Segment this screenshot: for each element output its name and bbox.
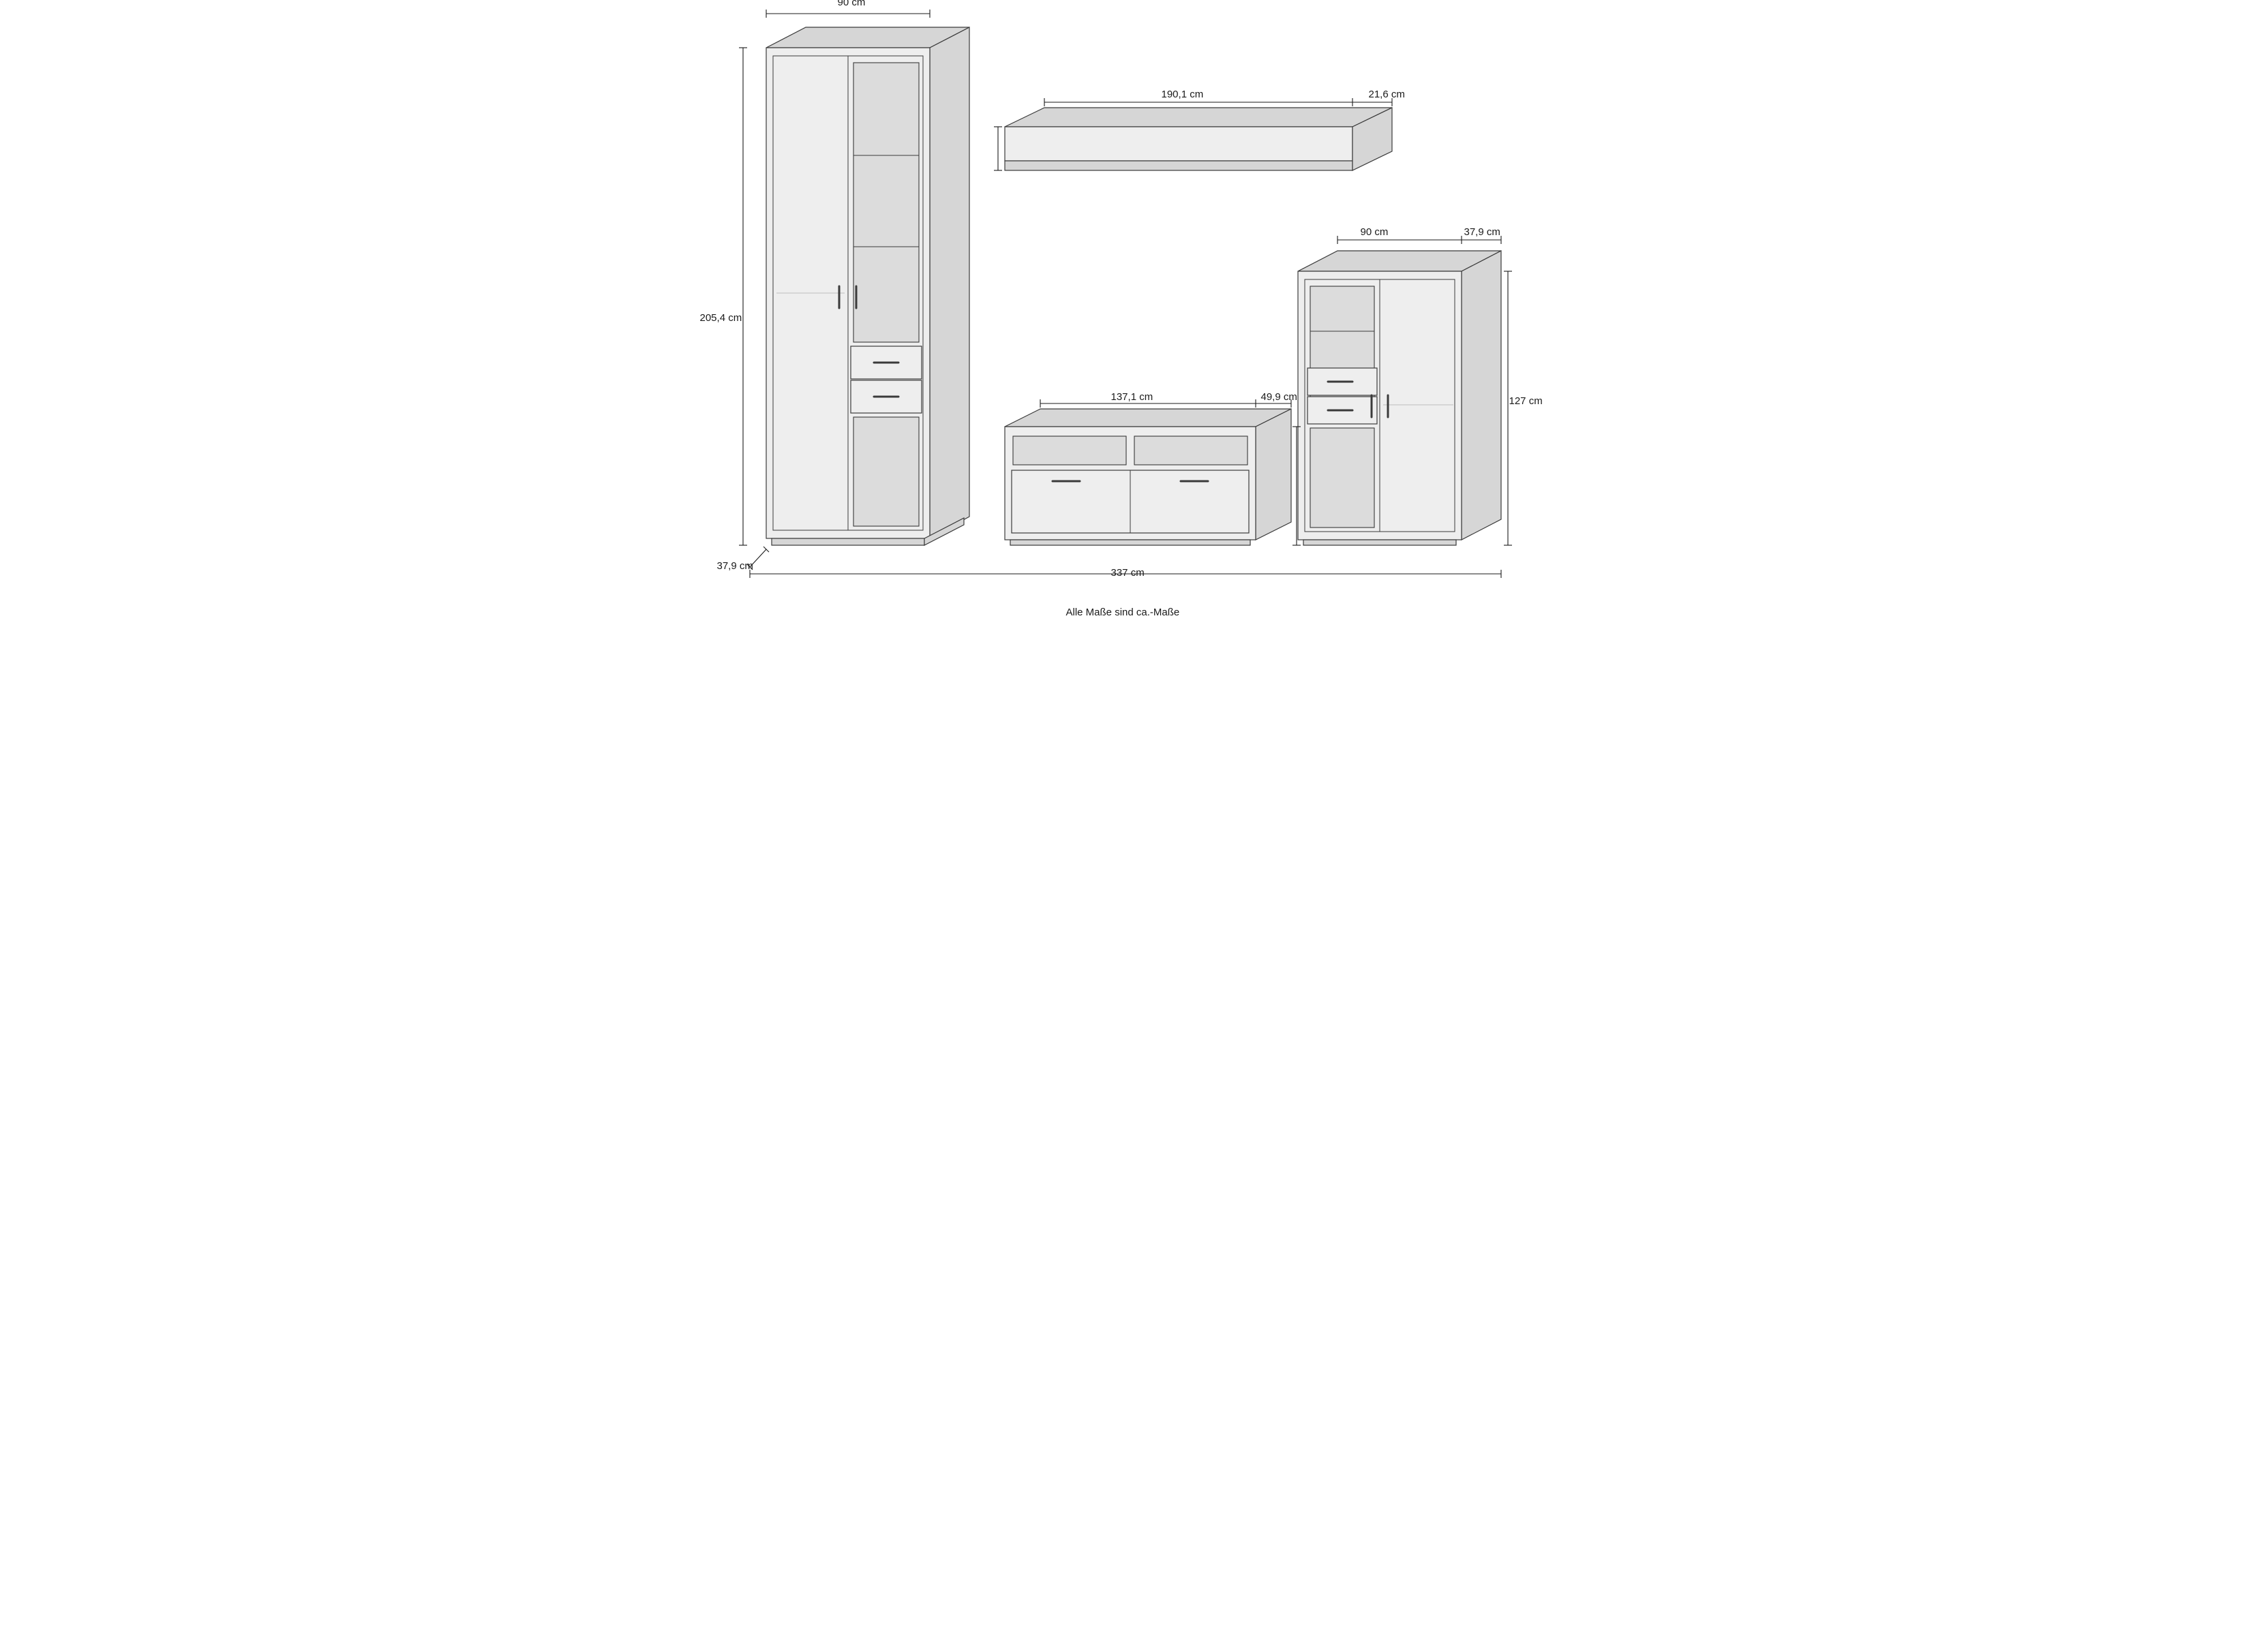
tv-lowboard — [1005, 409, 1291, 545]
diagram-stage: 90 cm 205,4 cm 37,9 cm 190,1 cm 21,6 cm … — [698, 0, 1571, 628]
highboard — [1298, 251, 1501, 545]
diagram-svg — [698, 0, 1571, 628]
wall-shelf — [1005, 108, 1392, 170]
tall-cabinet — [766, 27, 969, 545]
